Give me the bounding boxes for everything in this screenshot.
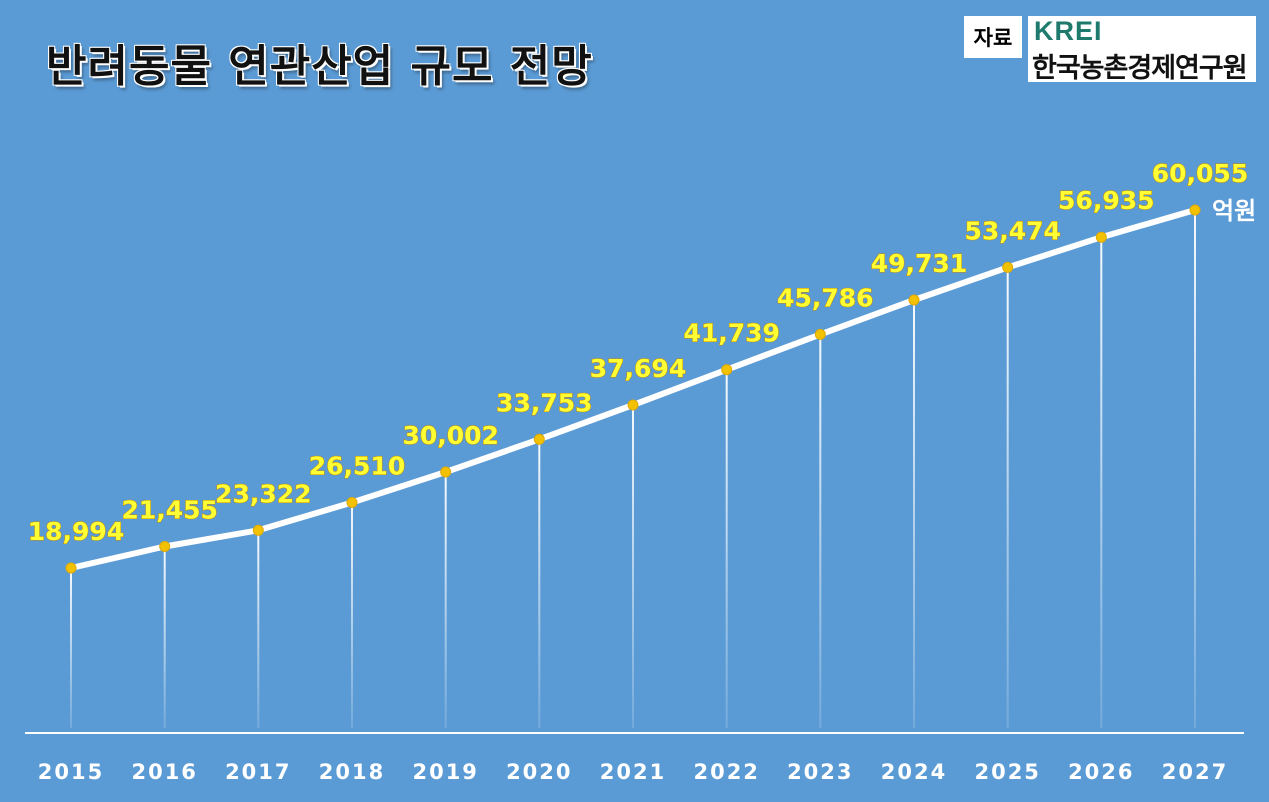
- drop-line-2018: [351, 502, 353, 728]
- data-point-2015: [65, 562, 77, 574]
- data-point-2019: [440, 466, 452, 478]
- x-tick-2016: 2016: [131, 760, 197, 784]
- drop-line-2026: [1100, 237, 1103, 728]
- data-point-2024: [908, 294, 920, 306]
- x-tick-2017: 2017: [225, 760, 291, 784]
- value-label-2026: 56,935: [1058, 186, 1154, 215]
- source-box: 자료 KREI 한국농촌경제연구원: [964, 16, 1256, 84]
- x-tick-2022: 2022: [693, 760, 759, 784]
- drop-line-2022: [725, 369, 728, 728]
- drop-line-2020: [538, 439, 541, 728]
- data-point-2023: [814, 328, 826, 340]
- value-label-2027: 60,055: [1152, 159, 1248, 188]
- value-label-2016: 21,455: [121, 496, 217, 525]
- page-title: 반려동물 연관산업 규모 전망: [46, 41, 593, 92]
- x-tick-2026: 2026: [1068, 760, 1134, 784]
- data-point-2018: [346, 497, 358, 508]
- drop-line-2021: [632, 405, 634, 728]
- value-label-2022: 41,739: [683, 319, 779, 348]
- data-point-2021: [627, 399, 639, 411]
- data-point-2027: [1189, 204, 1201, 216]
- drop-line-2015: [70, 568, 72, 728]
- drop-line-2023: [819, 334, 822, 728]
- x-tick-2019: 2019: [412, 760, 478, 784]
- drop-line-2019: [444, 472, 447, 728]
- data-point-2022: [721, 364, 733, 376]
- org-name: 한국농촌경제연구원: [1032, 53, 1248, 84]
- source-label: 자료: [964, 16, 1022, 58]
- value-label-2019: 30,002: [402, 421, 498, 450]
- value-label-2025: 53,474: [964, 216, 1060, 245]
- value-label-2024: 49,731: [871, 249, 967, 278]
- drop-line-2017: [257, 530, 260, 728]
- drop-line-2027: [1194, 210, 1196, 728]
- value-label-2015: 18,994: [28, 517, 124, 546]
- drop-line-2024: [913, 300, 915, 728]
- data-point-2025: [1002, 261, 1014, 273]
- value-label-2018: 26,510: [309, 452, 405, 481]
- x-tick-2021: 2021: [600, 760, 666, 784]
- value-label-2020: 33,753: [496, 388, 592, 417]
- x-tick-2020: 2020: [506, 760, 572, 784]
- drop-line-2016: [163, 546, 166, 728]
- data-point-2026: [1095, 231, 1107, 243]
- value-label-2017: 23,322: [215, 479, 311, 508]
- x-tick-2025: 2025: [974, 760, 1040, 784]
- x-tick-2024: 2024: [881, 760, 947, 784]
- org-logo: KREI: [1034, 16, 1103, 46]
- unit-label: 억원: [1212, 197, 1256, 225]
- x-tick-2027: 2027: [1162, 760, 1228, 784]
- value-label-2023: 45,786: [777, 283, 873, 312]
- value-label-2021: 37,694: [590, 354, 686, 383]
- x-tick-2023: 2023: [787, 760, 853, 784]
- drop-line-2025: [1006, 267, 1009, 728]
- x-tick-2018: 2018: [319, 760, 385, 784]
- x-tick-2015: 2015: [38, 760, 104, 784]
- data-point-2017: [252, 524, 264, 536]
- data-point-2016: [159, 541, 171, 552]
- org-logo-box: KREI 한국농촌경제연구원: [1028, 16, 1256, 84]
- data-point-2020: [533, 433, 545, 445]
